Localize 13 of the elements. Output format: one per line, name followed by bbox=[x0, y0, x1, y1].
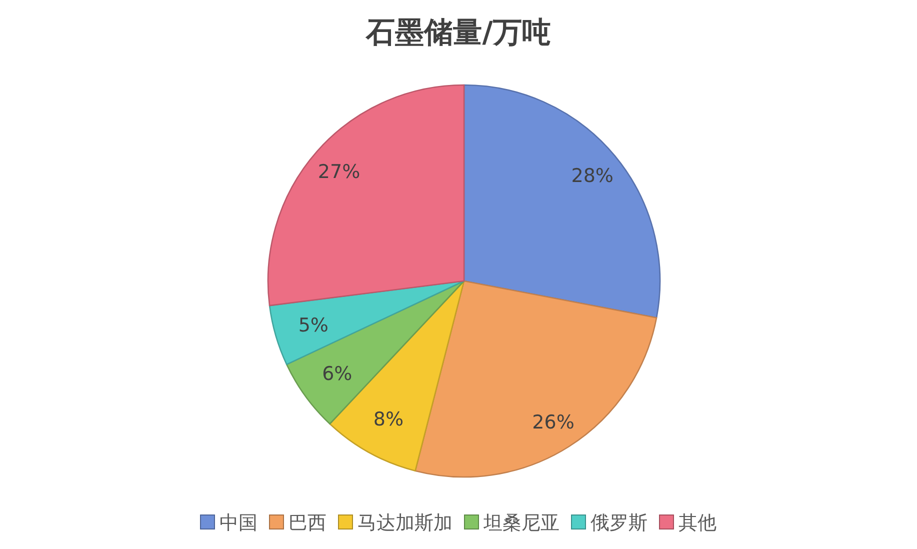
data-label: 6% bbox=[322, 363, 352, 386]
legend-label: 坦桑尼亚 bbox=[482, 512, 560, 534]
legend-label: 马达加斯加 bbox=[358, 512, 452, 534]
data-label: 27% bbox=[318, 160, 360, 183]
data-label: 26% bbox=[532, 412, 574, 434]
data-label: 5% bbox=[298, 314, 329, 337]
legend-label: 俄罗斯 bbox=[590, 512, 648, 534]
legend-label: 巴西 bbox=[288, 512, 326, 534]
data-label: 28% bbox=[571, 164, 614, 187]
data-label: 8% bbox=[373, 408, 404, 430]
legend-label: 其他 bbox=[678, 512, 716, 534]
chart-title: 石墨储量/万吨 bbox=[365, 15, 551, 49]
legend-label: 中国 bbox=[220, 512, 258, 534]
